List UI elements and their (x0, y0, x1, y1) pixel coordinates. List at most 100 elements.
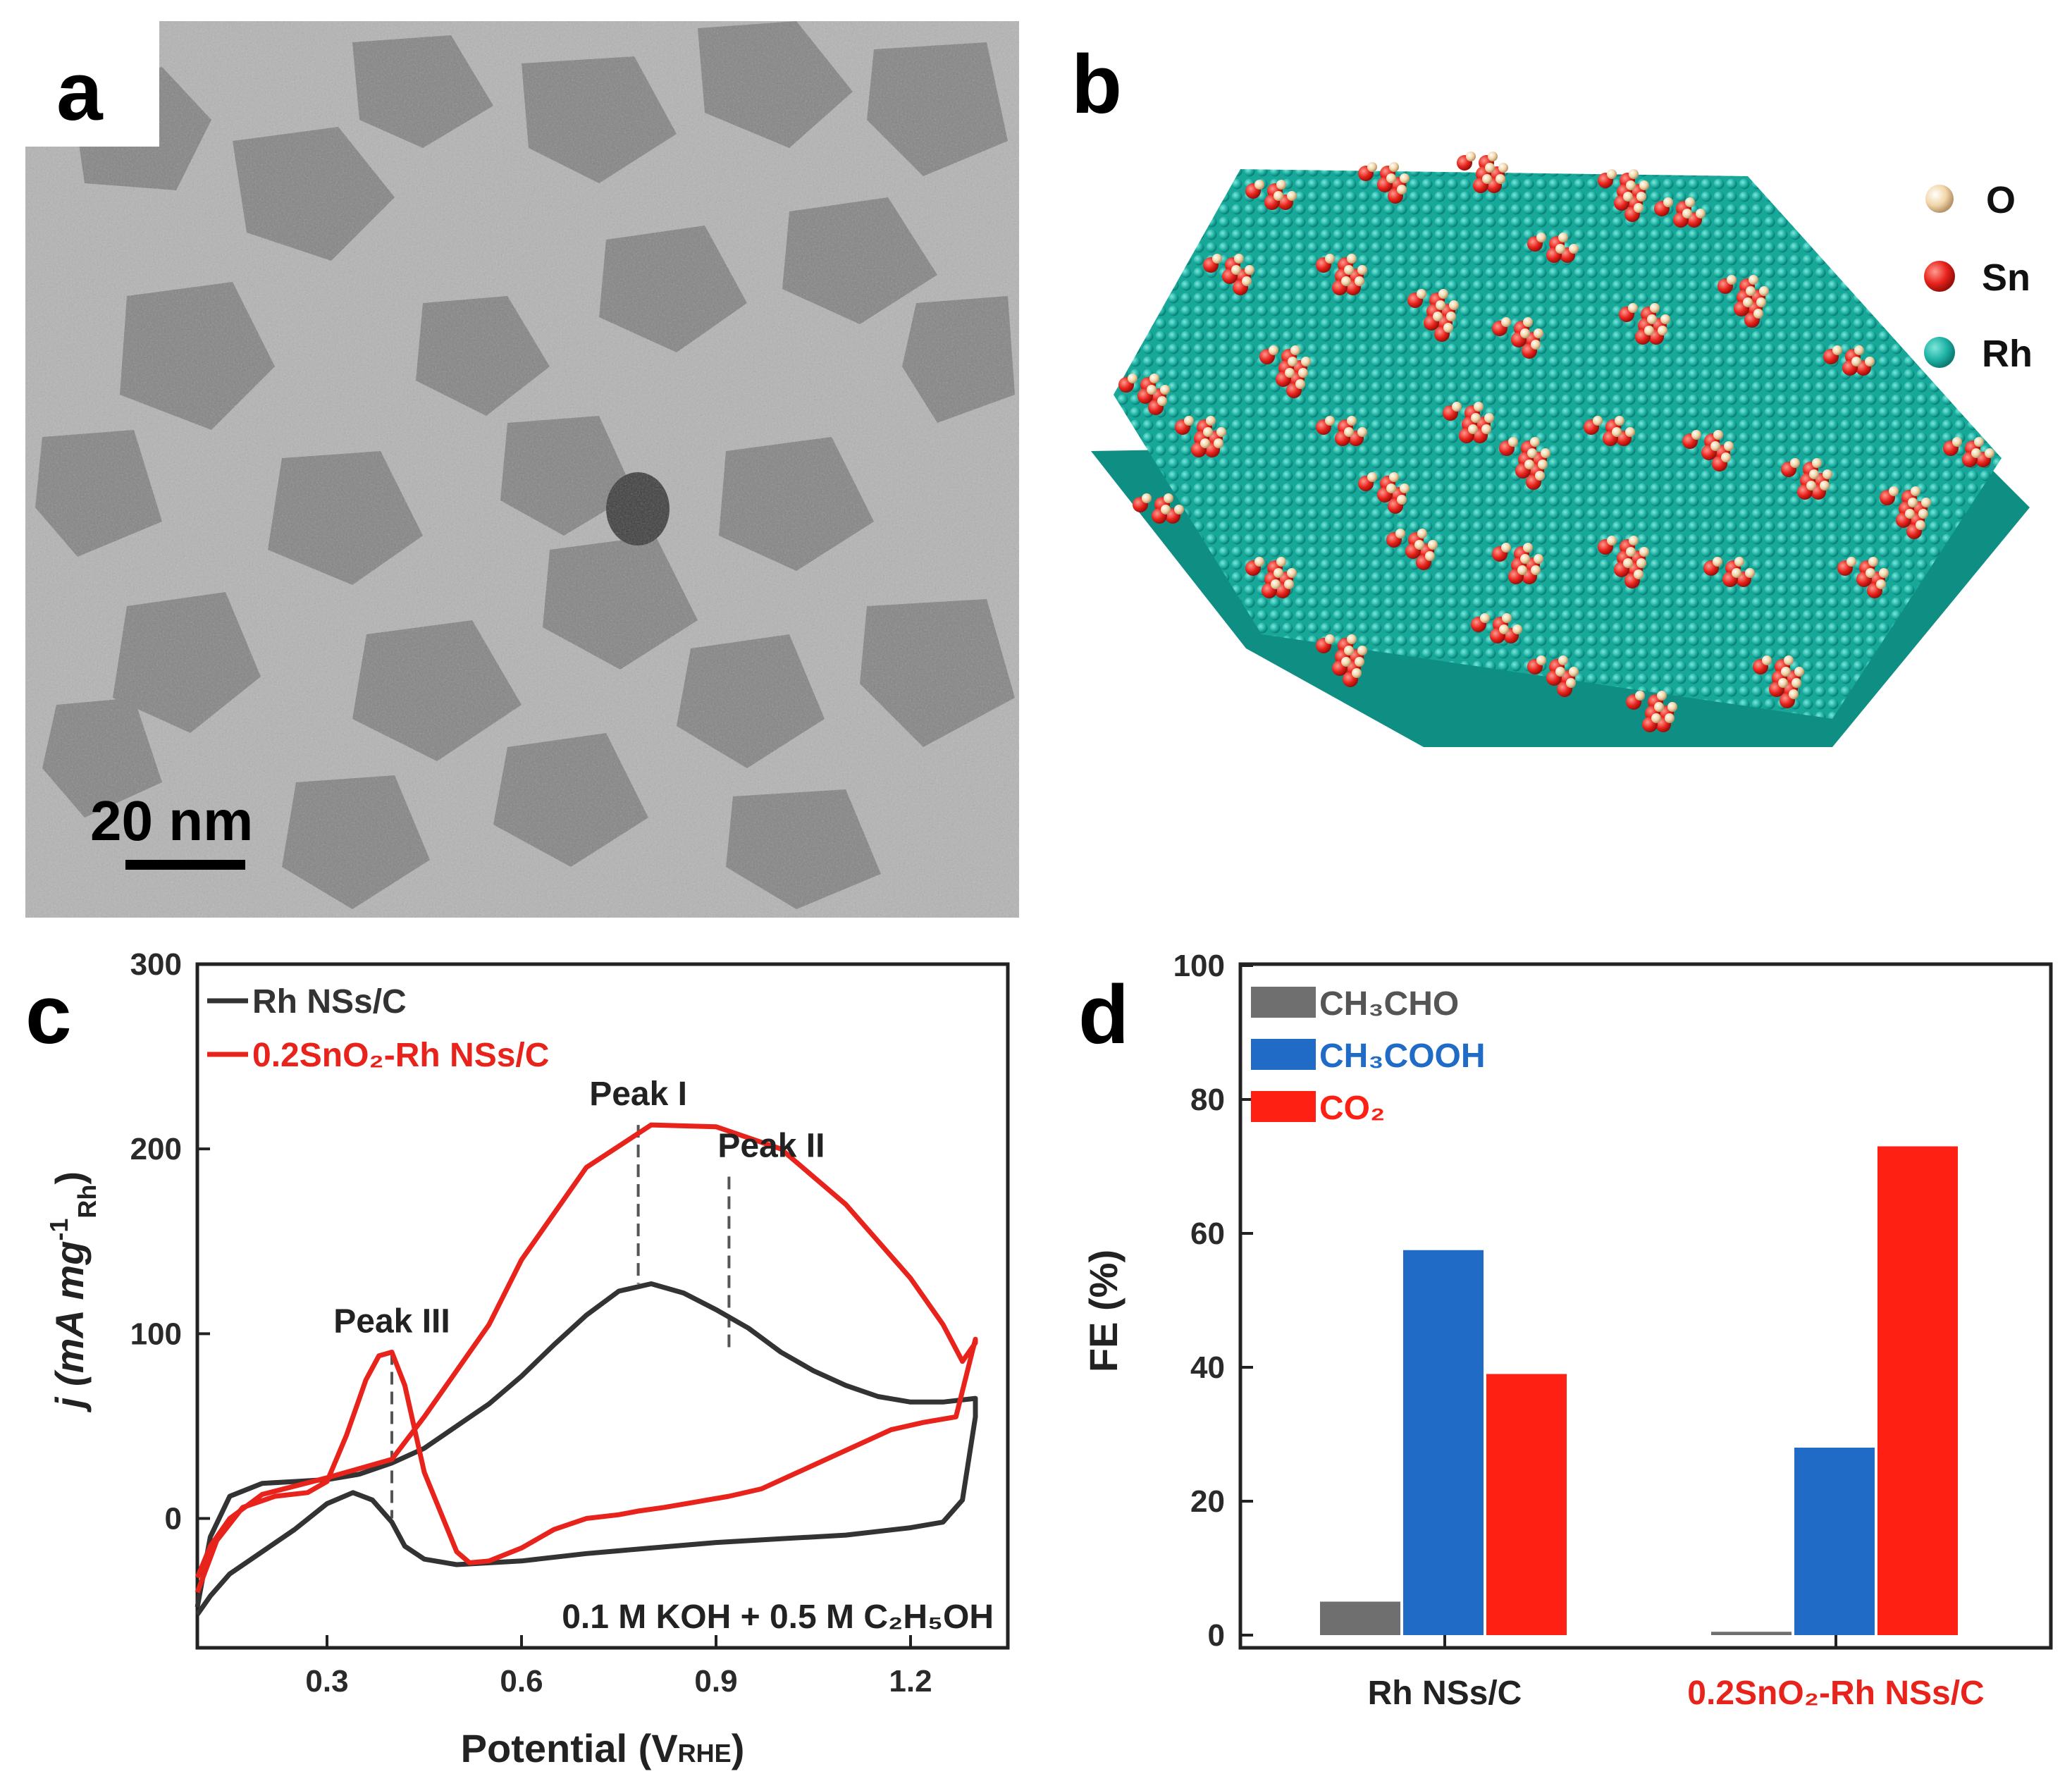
o-atom (1911, 486, 1920, 496)
sn-o-cluster (1598, 169, 1649, 222)
y-tick-label: 100 (1173, 949, 1225, 983)
peak-label: Peak II (717, 1127, 825, 1164)
o-atom (1710, 441, 1720, 451)
o-atom (1269, 345, 1278, 355)
o-atom (1971, 448, 1981, 458)
o-atom (1433, 312, 1443, 321)
o-atom (1274, 568, 1283, 578)
o-atom (1607, 536, 1617, 546)
o-atom (1832, 345, 1842, 355)
y-tick-label: 80 (1190, 1083, 1225, 1117)
o-atom (1355, 276, 1364, 286)
o-atom (1781, 667, 1791, 677)
o-atom (1682, 209, 1692, 218)
o-atom (1474, 402, 1484, 412)
tem-grain-texture (25, 21, 1019, 918)
o-atom (1623, 558, 1633, 568)
legend-ch3cooh-label: CH₃COOH (1319, 1037, 1486, 1075)
sn-o-cluster (1443, 402, 1494, 443)
o-atom (1650, 303, 1660, 313)
sn-o-cluster (1837, 557, 1889, 598)
sn-o-cluster (1358, 162, 1410, 204)
legend-o-ball-icon (1925, 185, 1954, 213)
o-atom (1287, 191, 1297, 201)
o-atom (1615, 416, 1624, 426)
sn-o-cluster (1943, 437, 1994, 467)
o-atom (1347, 634, 1357, 644)
o-atom (1636, 558, 1646, 568)
o-atom (1743, 297, 1753, 307)
o-atom (1501, 543, 1511, 553)
sn-o-cluster (1316, 416, 1367, 446)
chart-d-ylabel: FE (%) (1081, 1250, 1126, 1372)
o-atom (1607, 169, 1617, 179)
o-atom (1485, 163, 1495, 173)
sn-o-cluster (1316, 254, 1367, 295)
y-tick-label: 100 (130, 1317, 182, 1351)
o-atom (1488, 152, 1498, 161)
series-sno2-rh-nss-c-line (195, 1122, 978, 1594)
o-atom (1481, 424, 1491, 434)
sn-o-cluster (1703, 557, 1755, 587)
o-atom (1626, 547, 1636, 557)
panel-d: d 0 20 40 60 80 100 Rh NSs/C 0.2SnO₂-Rh NSs/C C… (1078, 949, 2053, 1712)
o-atom (1784, 655, 1794, 665)
o-atom (1389, 472, 1399, 482)
o-atom (1667, 702, 1677, 712)
sn-o-cluster (1718, 275, 1769, 328)
o-atom (1536, 655, 1546, 665)
o-atom (1534, 328, 1543, 338)
o-atom (1357, 646, 1367, 655)
legend-ch3cooh-swatch (1251, 1039, 1316, 1070)
o-atom (1756, 297, 1766, 307)
chart-c-ylabel: j (mA mg-1Rh) (44, 1171, 101, 1413)
bar (1403, 1250, 1484, 1635)
o-atom (1566, 678, 1576, 688)
o-atom (1234, 254, 1244, 264)
o-atom (1386, 483, 1396, 493)
bar (1711, 1632, 1792, 1635)
o-atom (1536, 233, 1546, 242)
o-atom (1762, 655, 1772, 665)
o-atom (1347, 416, 1357, 426)
o-atom (1745, 568, 1755, 578)
o-atom (1325, 254, 1335, 264)
o-atom (1501, 317, 1511, 327)
sn-o-cluster (1527, 233, 1579, 263)
legend-ch3cho-swatch (1251, 987, 1316, 1018)
x-tick-label: 0.9 (694, 1664, 737, 1699)
sn-o-cluster (1626, 691, 1677, 732)
o-atom (1468, 424, 1478, 434)
o-atom (1820, 481, 1830, 491)
category-label: Rh NSs/C (1368, 1675, 1522, 1712)
o-atom (1520, 328, 1530, 338)
o-atom (1889, 486, 1899, 496)
o-atom (1660, 314, 1670, 324)
chart-c-series (195, 1122, 978, 1616)
x-tick-label: 1.2 (889, 1664, 932, 1699)
chart-d-ticks: 0 20 40 60 80 100 Rh NSs/C 0.2SnO₂-Rh NSs/C (1173, 949, 1985, 1712)
o-atom (1658, 326, 1667, 335)
legend-o-label: O (1986, 179, 2016, 221)
o-atom (1639, 180, 1649, 190)
o-atom (1164, 493, 1173, 503)
o-atom (1746, 286, 1756, 296)
chart-d-frame (1238, 962, 2053, 1650)
o-atom (1245, 265, 1254, 275)
peak-label: Peak I (589, 1076, 687, 1113)
o-atom (1443, 323, 1453, 333)
sn-o-cluster (1499, 437, 1550, 490)
o-atom (1623, 192, 1633, 202)
o-atom (1395, 529, 1405, 538)
o-atom (1347, 254, 1357, 264)
o-atom (1174, 505, 1184, 514)
o-atom (1657, 691, 1667, 701)
o-atom (1696, 209, 1706, 218)
o-atom (1879, 568, 1889, 578)
o-atom (1629, 536, 1639, 546)
legend-co2-swatch (1251, 1091, 1316, 1122)
o-atom (1157, 396, 1167, 406)
x-tick-label: 0.3 (305, 1664, 348, 1699)
scale-bar (125, 860, 245, 870)
